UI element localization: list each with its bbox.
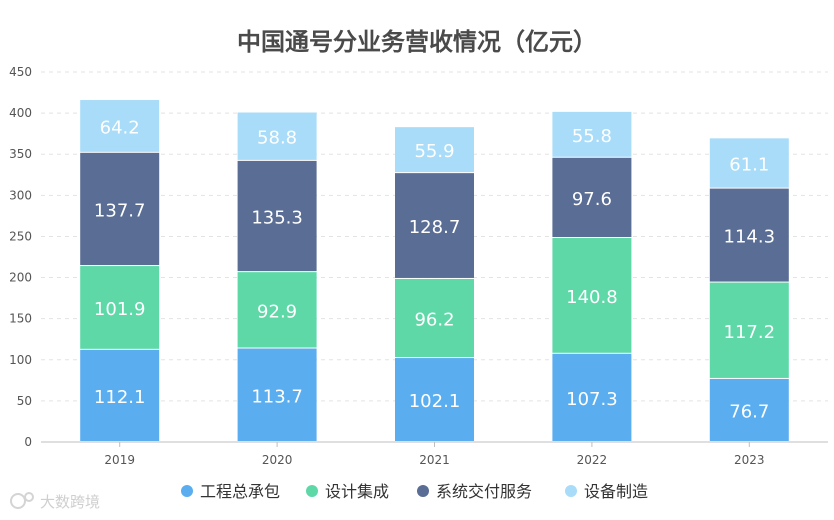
bar-segment <box>709 282 789 378</box>
chart-title: 中国通号分业务营收情况（亿元） <box>237 28 597 56</box>
bar-value-label: 58.8 <box>257 128 297 149</box>
y-tick-label: 300 <box>9 188 32 202</box>
bar-value-label: 107.3 <box>566 389 618 410</box>
y-tick-label: 400 <box>9 106 32 120</box>
bar-value-label: 114.3 <box>724 227 776 248</box>
bar-segment <box>395 358 474 441</box>
bar-segment <box>552 238 632 353</box>
y-axis: 0 50 100 150 200 250 300 350 400 450 <box>9 65 32 449</box>
bar-value-label: 96.2 <box>414 310 454 331</box>
y-tick-label: 100 <box>9 353 32 367</box>
bar-value-label: 64.2 <box>100 117 140 138</box>
bar-segment <box>80 349 160 441</box>
legend-item-label: 系统交付服务 <box>436 482 532 501</box>
legend-marker <box>417 485 429 497</box>
x-tick-label: 2019 <box>104 453 135 467</box>
bar-segment <box>709 138 789 188</box>
legend-item-label: 设备制造 <box>584 482 648 501</box>
bar-value-label: 113.7 <box>251 386 303 407</box>
bar-segment <box>552 111 632 157</box>
bar-segment <box>237 272 317 348</box>
bar-value-label: 137.7 <box>94 200 146 221</box>
bars: 112.1 101.9 137.7 64.2 113.7 92.9 135.3 58.8 102… <box>80 100 789 441</box>
x-axis: 2019 2020 2021 2022 2023 <box>41 441 828 467</box>
y-tick-label: 50 <box>17 394 32 408</box>
bar-value-label: 97.6 <box>572 189 612 210</box>
bar-segment <box>552 353 632 441</box>
legend-marker <box>565 485 577 497</box>
legend: 工程总承包 设计集成 系统交付服务 设备制造 <box>181 482 648 501</box>
legend-item-label: 设计集成 <box>325 482 389 501</box>
y-tick-label: 250 <box>9 229 32 243</box>
bar-segment <box>80 100 160 152</box>
bar-segment <box>237 160 317 272</box>
y-tick-label: 350 <box>9 147 32 161</box>
legend-marker <box>306 485 318 497</box>
bar-segment <box>395 127 474 173</box>
bar-segment <box>80 152 160 266</box>
bar-value-label: 55.8 <box>572 126 612 147</box>
bar-value-label: 140.8 <box>566 287 618 308</box>
bar-value-label: 55.9 <box>414 141 454 162</box>
bar-value-label: 112.1 <box>94 387 146 408</box>
bar-value-label: 117.2 <box>724 322 776 343</box>
bar-segment <box>237 348 317 441</box>
bar-segment <box>395 278 474 358</box>
watermark: 大数跨境 <box>10 492 100 511</box>
x-tick-label: 2020 <box>262 453 293 467</box>
bar-value-label: 92.9 <box>257 301 297 322</box>
bar-value-label: 102.1 <box>409 391 461 412</box>
y-tick-label: 450 <box>9 65 32 79</box>
y-tick-label: 200 <box>9 271 32 285</box>
bar-segment <box>709 378 789 441</box>
bar-value-label: 128.7 <box>409 217 461 238</box>
y-tick-label: 0 <box>24 435 32 449</box>
x-tick-label: 2021 <box>419 453 450 467</box>
watermark-text: 大数跨境 <box>40 493 100 511</box>
bar-segment <box>709 188 789 282</box>
bar-segment <box>80 266 160 349</box>
bar-value-label: 135.3 <box>251 208 303 229</box>
bar-segment <box>552 157 632 238</box>
bar-value-label: 101.9 <box>94 299 146 320</box>
bar-value-label: 76.7 <box>729 401 769 422</box>
y-tick-label: 150 <box>9 312 32 326</box>
x-tick-label: 2023 <box>734 453 765 467</box>
watermark-logo-icon <box>10 492 34 509</box>
bar-segment <box>395 173 474 278</box>
legend-item-label: 工程总承包 <box>200 482 280 501</box>
bar-value-label: 61.1 <box>729 154 769 175</box>
bar-segment <box>237 112 317 160</box>
legend-marker <box>181 485 193 497</box>
x-tick-label: 2022 <box>577 453 608 467</box>
